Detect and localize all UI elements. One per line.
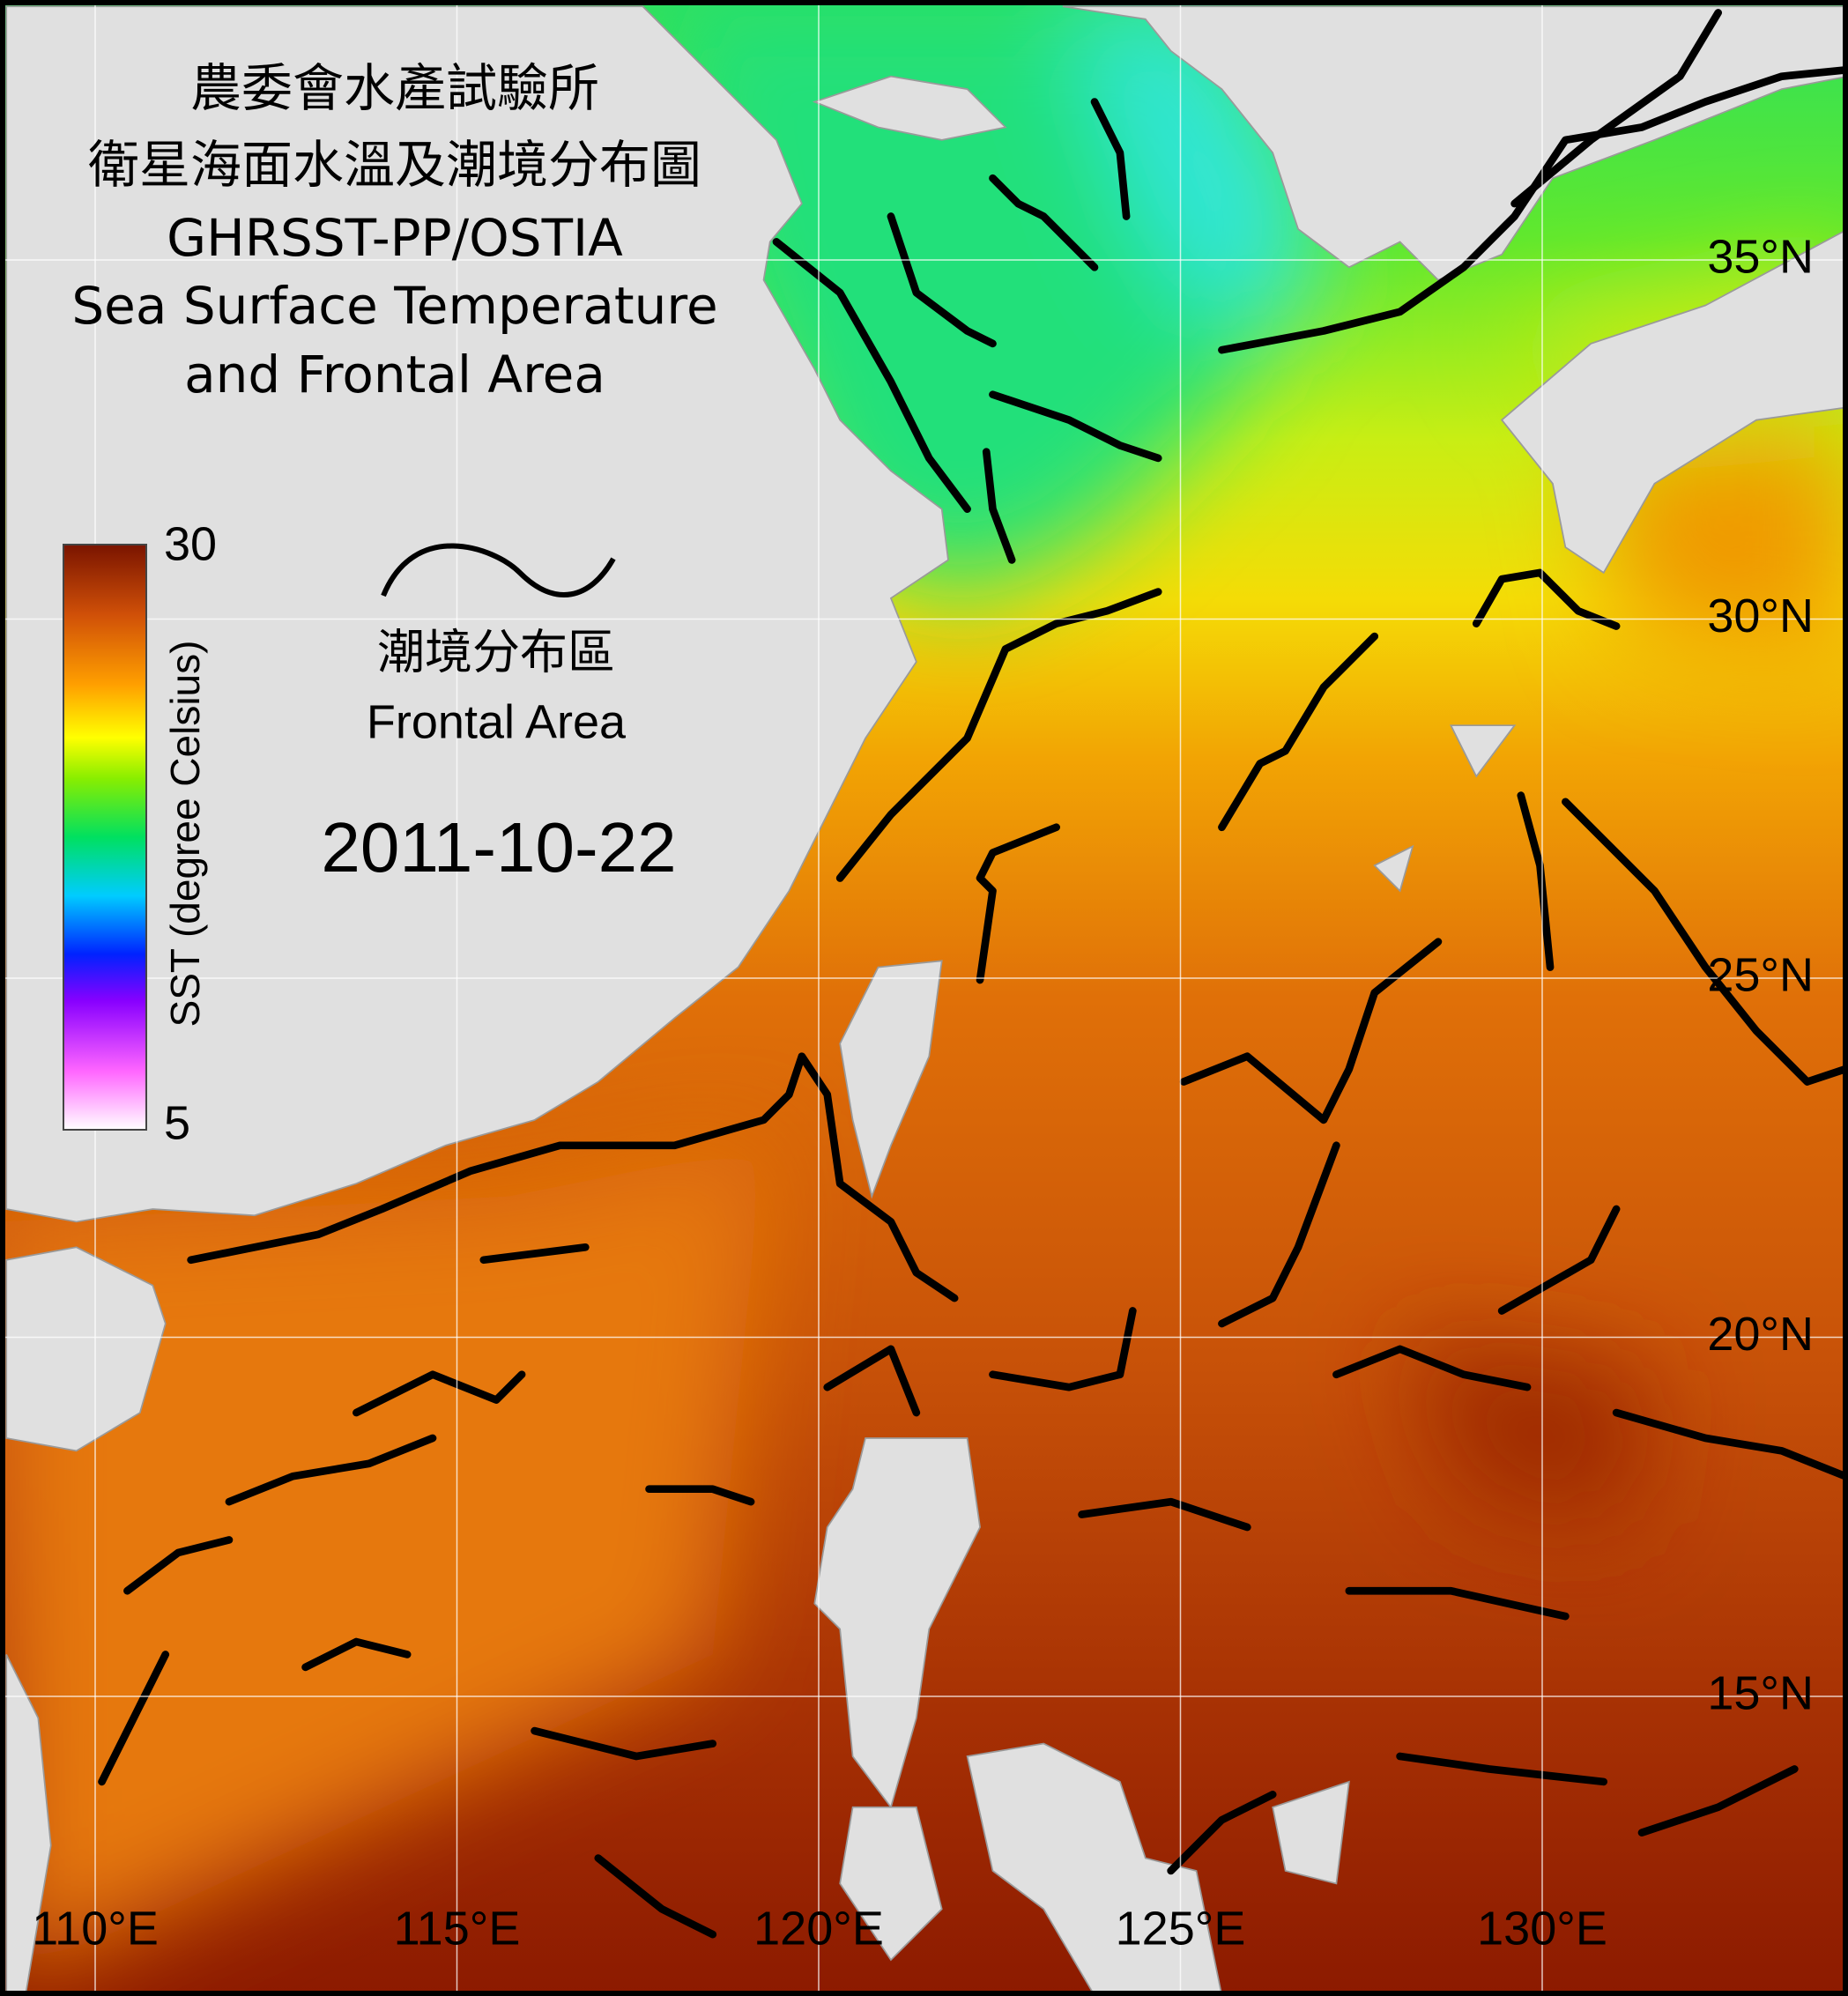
legend-front-symbol [381, 543, 616, 597]
lat-label: 35°N [1707, 230, 1814, 283]
colorbar [63, 544, 147, 1131]
lon-label: 125°E [1116, 1902, 1246, 1955]
graticule: 110°E 115°E 120°E 125°E 130°E 15°N 20°N 25°N 30°… [5, 5, 1843, 1991]
title-line: and Frontal Area [184, 345, 605, 404]
lat-label: 30°N [1707, 590, 1814, 642]
colorbar-max: 30 [164, 517, 217, 570]
lat-label: 20°N [1707, 1308, 1814, 1361]
title-line: 農委會水產試驗所 [190, 58, 599, 118]
lat-label: 15°N [1707, 1666, 1814, 1719]
lon-label: 110°E [32, 1902, 159, 1955]
title-line: 衛星海面水溫及潮境分布圖 [88, 135, 701, 195]
date: 2011-10-22 [321, 808, 676, 887]
frontal-lines [98, 9, 1848, 1939]
legend-label: 潮境分布區 [377, 626, 615, 679]
lon-label: 115°E [394, 1902, 521, 1955]
legend-label: Frontal Area [367, 695, 627, 748]
labels: 農委會水產試驗所 衛星海面水溫及潮境分布圖 GHRSST-PP/OSTIA Se… [63, 58, 718, 1149]
title-line: Sea Surface Temperature [71, 276, 717, 336]
colorbar-min: 5 [164, 1096, 190, 1149]
lat-label: 25°N [1707, 948, 1814, 1001]
lon-label: 130°E [1477, 1902, 1607, 1955]
colorbar-label: SST (degree Celsius) [162, 641, 208, 1028]
lon-label: 120°E [753, 1902, 884, 1955]
title-line: GHRSST-PP/OSTIA [167, 208, 623, 268]
